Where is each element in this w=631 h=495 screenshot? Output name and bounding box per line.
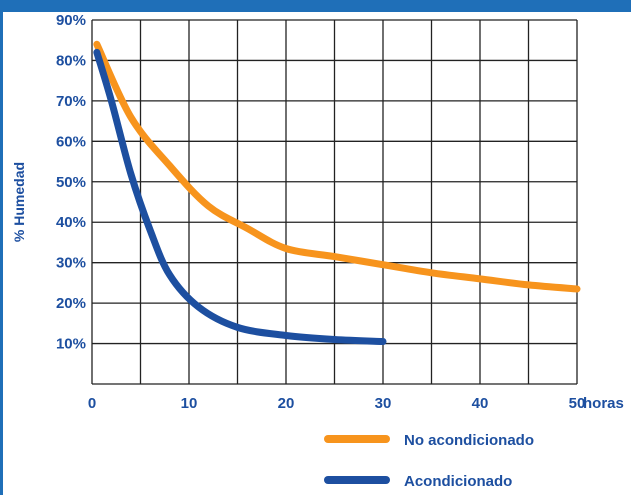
x-tick-label: 40 — [472, 395, 489, 412]
y-tick-label: 30% — [56, 255, 86, 272]
y-tick-label: 80% — [56, 52, 86, 69]
legend: No acondicionado Acondicionado — [324, 432, 534, 490]
left-edge — [0, 0, 3, 495]
series-line-acondicionado — [93, 48, 387, 346]
x-tick-label: 10 — [181, 395, 198, 412]
legend-label-no-acondicionado: No acondicionado — [404, 432, 534, 449]
y-tick-label: 90% — [56, 12, 86, 29]
x-tick-label: 50 — [569, 395, 586, 412]
y-tick-label: 60% — [56, 133, 86, 150]
series-line-no-acondicionado — [93, 40, 581, 293]
x-tick-labels: 0 10 20 30 40 50 — [88, 395, 586, 412]
x-tick-label: 30 — [375, 395, 392, 412]
x-tick-label: 20 — [278, 395, 295, 412]
y-axis-label: % Humedad — [11, 162, 27, 242]
grid-lines — [91, 19, 578, 385]
y-tick-labels: 10% 20% 30% 40% 50% 60% 70% 80% 90% — [56, 12, 86, 353]
series-lines — [93, 40, 581, 346]
y-tick-label: 50% — [56, 174, 86, 191]
y-tick-label: 70% — [56, 93, 86, 110]
legend-label-acondicionado: Acondicionado — [404, 473, 512, 490]
x-axis-label: horas — [583, 395, 624, 412]
y-tick-label: 10% — [56, 336, 86, 353]
y-tick-label: 20% — [56, 295, 86, 312]
y-tick-label: 40% — [56, 214, 86, 231]
x-tick-label: 0 — [88, 395, 96, 412]
top-banner — [0, 0, 631, 12]
